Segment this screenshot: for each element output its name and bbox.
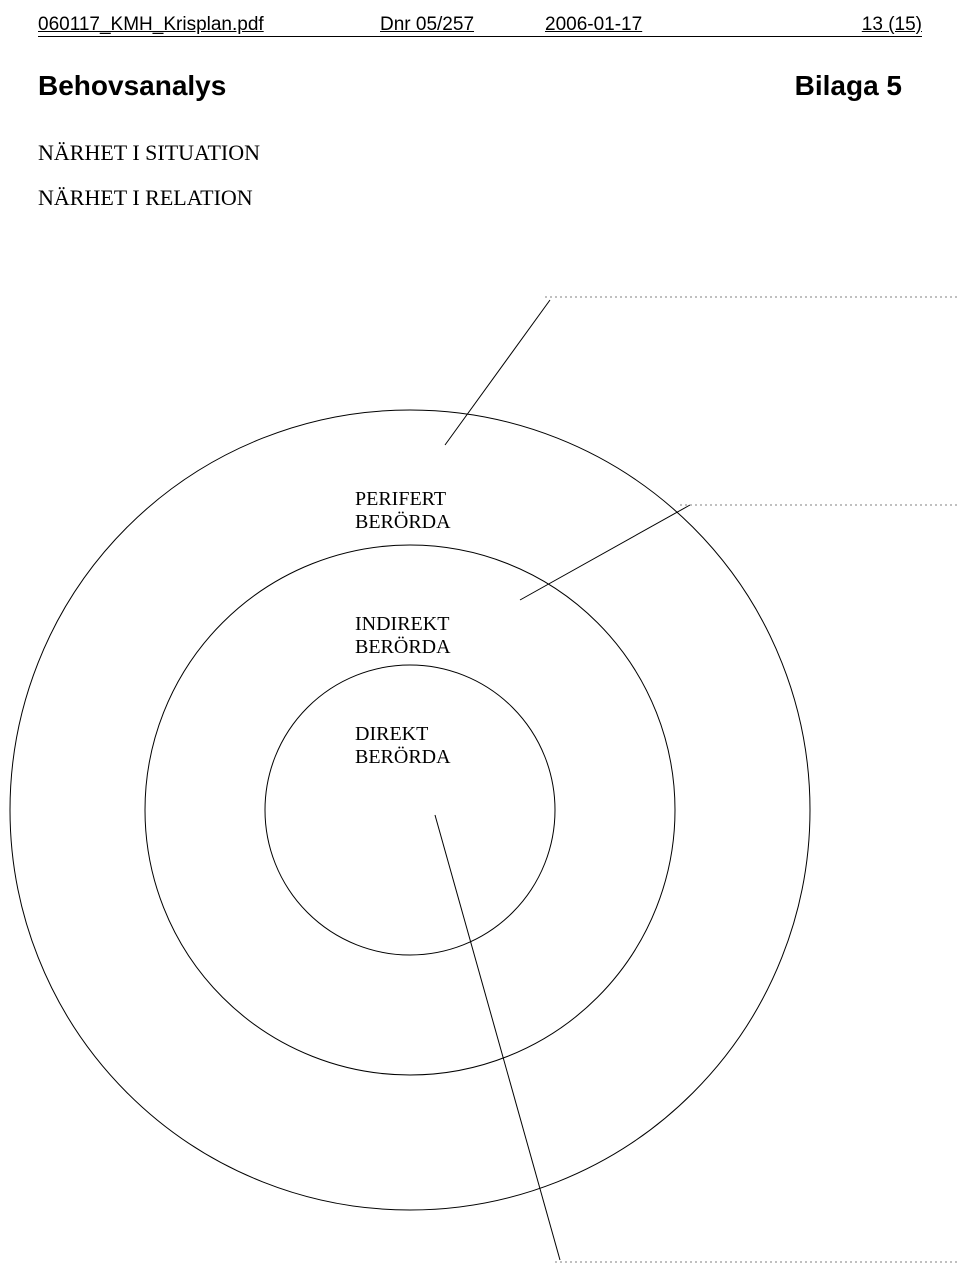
concentric-diagram: PERIFERTBERÖRDA INDIREKTBERÖRDA DIREKTBERÖ… <box>0 0 960 1271</box>
diagram-connector <box>435 815 560 1260</box>
diagram-label: INDIREKTBERÖRDA <box>355 613 451 658</box>
diagram-label: PERIFERTBERÖRDA <box>355 488 451 533</box>
diagram-circle <box>265 665 555 955</box>
diagram-connector <box>520 505 690 600</box>
diagram-label: DIREKTBERÖRDA <box>355 723 451 768</box>
diagram-connector <box>445 300 550 445</box>
